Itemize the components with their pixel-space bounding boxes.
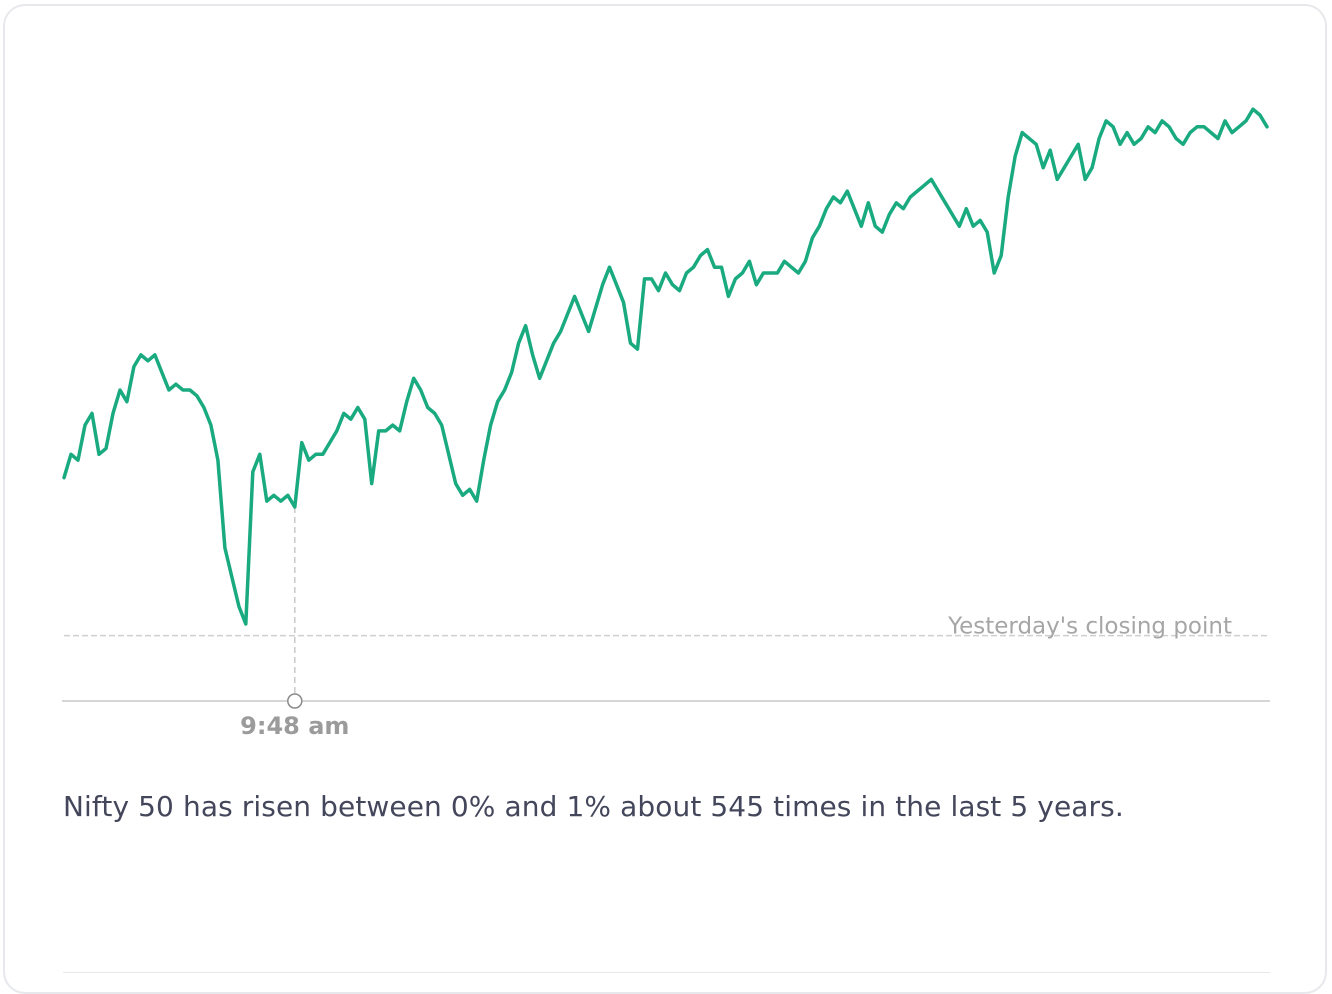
reference-line-label: Yesterday's closing point <box>947 614 1232 640</box>
time-marker-label: 9:48 am <box>240 712 349 740</box>
chart-card <box>3 4 1327 994</box>
time-marker-circle[interactable] <box>287 693 303 709</box>
nifty-50-price-line <box>62 107 1269 626</box>
intraday-line-chart: Yesterday's closing point 9:48 am <box>62 107 1270 740</box>
bottom-divider <box>63 972 1270 973</box>
summary-text: Nifty 50 has risen between 0% and 1% abo… <box>63 790 1124 823</box>
